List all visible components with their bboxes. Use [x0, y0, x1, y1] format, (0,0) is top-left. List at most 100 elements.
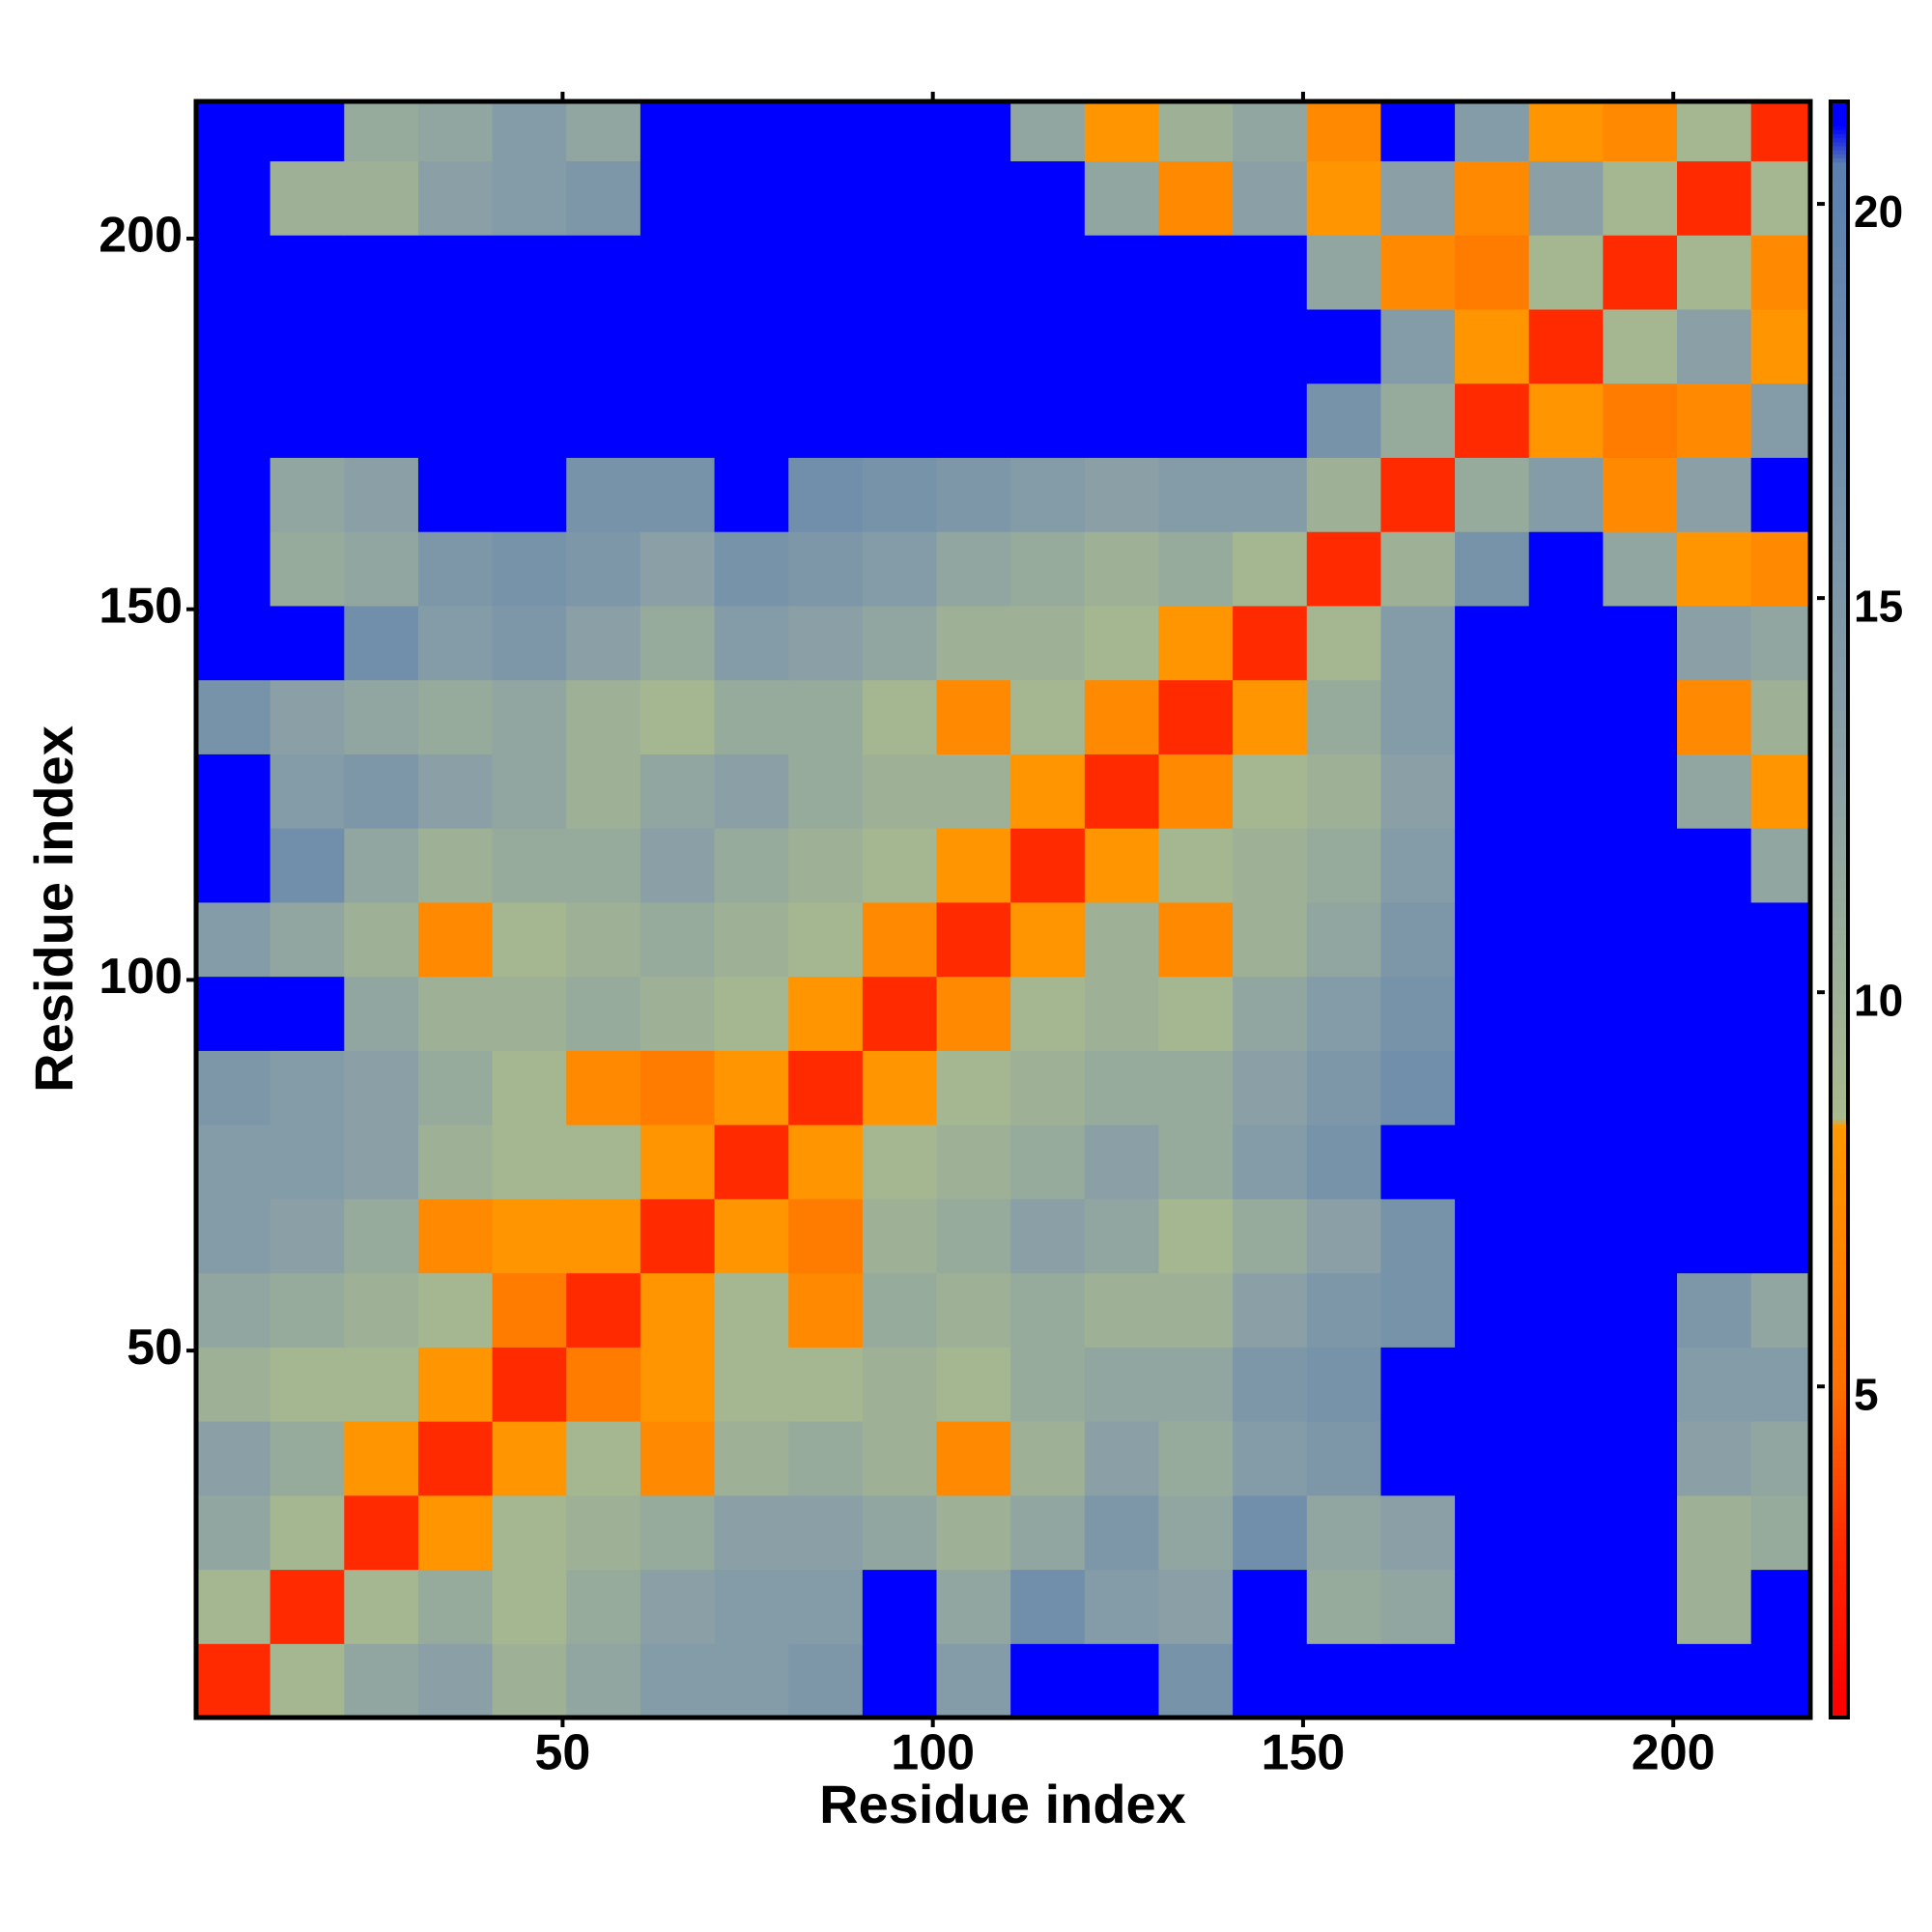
- colorbar-step: [1831, 315, 1848, 321]
- colorbar-step: [1831, 1240, 1848, 1246]
- heatmap-cell: [1233, 235, 1308, 310]
- colorbar-step: [1831, 925, 1848, 930]
- heatmap-cell: [862, 1347, 938, 1422]
- heatmap-cell: [788, 828, 864, 903]
- colorbar-step: [1831, 857, 1848, 862]
- heatmap-cell: [196, 1569, 271, 1644]
- heatmap-cell: [1528, 1198, 1604, 1274]
- colorbar-step: [1831, 594, 1848, 599]
- heatmap-cell: [1233, 383, 1308, 458]
- heatmap-cell: [417, 308, 494, 384]
- heatmap-cell: [1528, 901, 1604, 978]
- heatmap-cell: [1455, 101, 1530, 161]
- heatmap-cell: [1750, 160, 1811, 236]
- heatmap-cell: [1528, 828, 1604, 903]
- heatmap-cell: [492, 1643, 567, 1719]
- colorbar-step: [1831, 1548, 1848, 1553]
- heatmap-cell: [1380, 828, 1456, 903]
- heatmap-cell: [1750, 1124, 1811, 1200]
- heatmap-cell: [1158, 1198, 1234, 1274]
- colorbar-step: [1831, 861, 1848, 866]
- heatmap-cell: [788, 1569, 864, 1644]
- colorbar-step: [1831, 1317, 1848, 1322]
- heatmap-cell: [1677, 101, 1752, 161]
- colorbar-step: [1831, 368, 1848, 373]
- heatmap-cell: [714, 1272, 789, 1348]
- heatmap-cell: [1750, 605, 1811, 681]
- heatmap-cell: [1233, 531, 1308, 607]
- heatmap-cell: [788, 1124, 864, 1200]
- heatmap-cell: [492, 531, 567, 607]
- colorbar-step: [1831, 868, 1848, 874]
- heatmap-cell: [862, 679, 938, 754]
- colorbar-step: [1831, 1119, 1848, 1124]
- heatmap-cell: [1677, 383, 1752, 458]
- heatmap-cell: [1528, 1272, 1604, 1348]
- heatmap-cell: [1306, 828, 1382, 903]
- heatmap-cell: [1455, 605, 1530, 681]
- heatmap-cell: [417, 160, 494, 236]
- colorbar-step: [1831, 941, 1848, 947]
- heatmap-cell: [1528, 1494, 1604, 1571]
- colorbar-step: [1831, 432, 1848, 438]
- heatmap-cell: [714, 160, 789, 236]
- heatmap-cell: [1603, 1421, 1678, 1496]
- heatmap-cell: [1158, 753, 1234, 829]
- colorbar-step: [1831, 1253, 1848, 1258]
- colorbar-step: [1831, 929, 1848, 935]
- heatmap-cell: [417, 383, 494, 458]
- colorbar-step: [1831, 469, 1848, 474]
- heatmap-cell: [639, 101, 716, 161]
- heatmap-cell: [639, 235, 716, 310]
- heatmap-cell: [196, 1643, 271, 1719]
- heatmap-cell: [936, 1347, 1011, 1422]
- colorbar-step: [1831, 1596, 1848, 1602]
- heatmap-cell: [639, 976, 716, 1051]
- colorbar-step: [1831, 727, 1848, 732]
- colorbar-step: [1831, 1313, 1848, 1319]
- colorbar-step: [1831, 804, 1848, 810]
- colorbar-step: [1831, 505, 1848, 510]
- colorbar-step: [1831, 768, 1848, 773]
- colorbar-step: [1831, 137, 1848, 143]
- colorbar-step: [1831, 283, 1848, 288]
- colorbar-step: [1831, 1212, 1848, 1217]
- heatmap-cell: [1677, 235, 1752, 310]
- colorbar-step: [1831, 355, 1848, 361]
- colorbar-step: [1831, 1685, 1848, 1690]
- colorbar-step: [1831, 481, 1848, 486]
- colorbar-step: [1831, 1079, 1848, 1084]
- heatmap-cell: [1455, 1050, 1530, 1125]
- colorbar-step: [1831, 695, 1848, 700]
- heatmap-cell: [1603, 753, 1678, 829]
- colorbar-step: [1831, 372, 1848, 377]
- colorbar-step: [1831, 1131, 1848, 1137]
- colorbar-step: [1831, 1083, 1848, 1089]
- heatmap-cell: [1528, 1421, 1604, 1496]
- colorbar-step: [1831, 1224, 1848, 1230]
- heatmap-cell: [862, 531, 938, 607]
- heatmap-cell: [1380, 531, 1456, 607]
- colorbar-step: [1831, 1257, 1848, 1262]
- colorbar-step: [1831, 1183, 1848, 1189]
- heatmap-cell: [196, 383, 271, 458]
- heatmap-cell: [1455, 1569, 1530, 1644]
- heatmap-cell: [1677, 1272, 1752, 1348]
- heatmap-cell: [1677, 976, 1752, 1051]
- heatmap-cell: [1750, 1421, 1811, 1496]
- colorbar-step: [1831, 1357, 1848, 1363]
- heatmap-cell: [566, 605, 641, 681]
- heatmap-cell: [1380, 308, 1456, 384]
- colorbar-step: [1831, 428, 1848, 434]
- colorbar-step: [1831, 126, 1848, 130]
- heatmap-cell: [1603, 383, 1678, 458]
- heatmap-cell: [1010, 1421, 1086, 1496]
- colorbar-step: [1831, 574, 1848, 580]
- heatmap-cell: [1306, 1643, 1382, 1719]
- heatmap-cell: [936, 1124, 1011, 1200]
- colorbar-step: [1831, 157, 1848, 163]
- heatmap-cell: [1455, 753, 1530, 829]
- colorbar-step: [1831, 715, 1848, 721]
- heatmap-cell: [492, 457, 567, 532]
- colorbar-step: [1831, 1135, 1848, 1141]
